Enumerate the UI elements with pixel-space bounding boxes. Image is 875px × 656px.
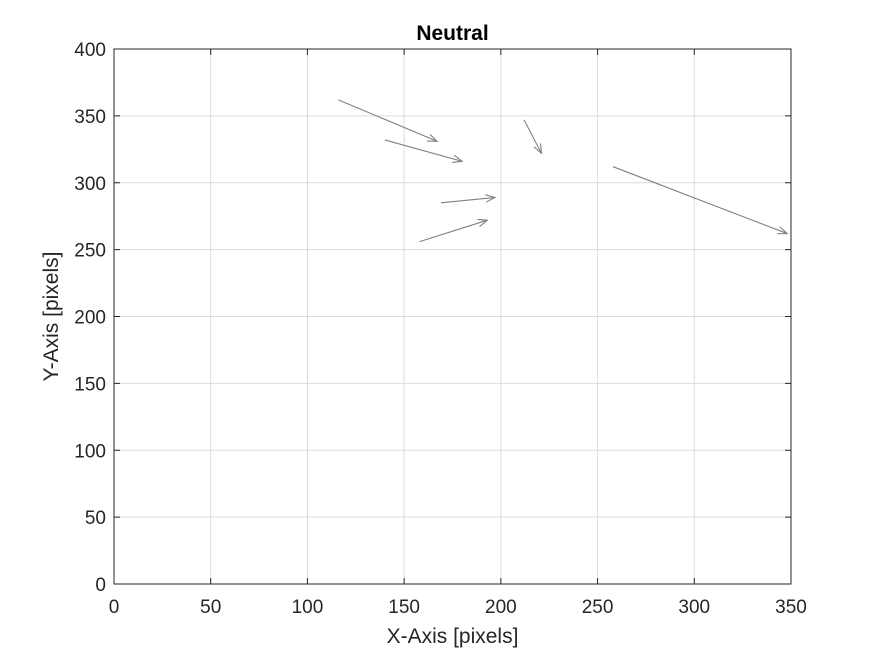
arrow-head (477, 218, 489, 227)
x-tick-label: 100 (292, 597, 324, 618)
quiver-arrow (338, 99, 439, 142)
y-axis-label: Y-Axis [pixels] (40, 252, 63, 382)
ticks: 0 50 100 150 200 250 300 350 0 50 100 150 200 250 300 3… (74, 40, 807, 618)
quiver-arrow (440, 194, 497, 204)
arrow-shaft (338, 99, 438, 142)
x-tick-label: 200 (485, 597, 517, 618)
x-tick-label: 0 (109, 597, 120, 618)
y-tick-label: 150 (74, 374, 106, 395)
arrow-shaft (612, 166, 788, 235)
x-tick-label: 250 (582, 597, 614, 618)
quiver-arrow (523, 119, 543, 155)
y-tick-label: 400 (74, 40, 106, 61)
x-tick-label: 150 (388, 597, 420, 618)
y-tick-label: 200 (74, 308, 106, 329)
chart-title: Neutral (416, 22, 488, 45)
arrow-shaft (523, 119, 542, 154)
x-axis-label: X-Axis [pixels] (387, 625, 519, 648)
quiver-arrow (384, 139, 464, 163)
arrow-shaft (419, 219, 488, 243)
grid (114, 49, 791, 584)
y-tick-label: 0 (95, 575, 106, 596)
arrow-head (485, 194, 497, 203)
y-tick-label: 350 (74, 107, 106, 128)
x-tick-label: 50 (200, 597, 221, 618)
y-tick-label: 300 (74, 174, 106, 195)
arrow-head (427, 133, 439, 142)
y-tick-label: 50 (85, 508, 106, 529)
arrow-shaft (384, 139, 463, 162)
x-tick-label: 350 (775, 597, 807, 618)
arrow-head (452, 154, 464, 163)
arrow-head (777, 226, 789, 235)
arrow-series (338, 99, 789, 243)
arrow-shaft (440, 196, 496, 204)
y-tick-label: 250 (74, 241, 106, 262)
x-tick-label: 300 (678, 597, 710, 618)
arrow-head (533, 143, 543, 155)
quiver-arrow (612, 166, 789, 235)
quiver-arrow (419, 218, 489, 243)
y-tick-label: 100 (74, 441, 106, 462)
